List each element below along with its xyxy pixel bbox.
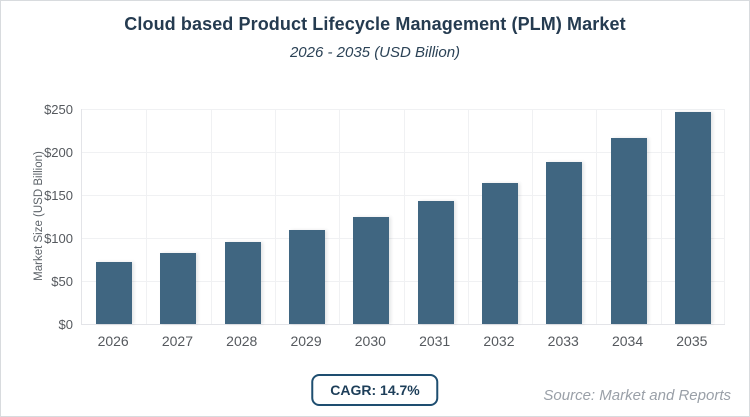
bar-2035 <box>674 111 711 324</box>
vertical-gridline <box>532 109 533 324</box>
vertical-gridline <box>468 109 469 324</box>
bar-2030 <box>353 216 390 324</box>
source-note: Source: Market and Reports <box>543 387 731 404</box>
bar-2032 <box>481 182 518 324</box>
bar-2029 <box>289 230 326 324</box>
x-tick-label: 2026 <box>97 333 129 349</box>
vertical-gridline <box>146 109 147 324</box>
x-tick-label: 2034 <box>611 333 644 349</box>
y-axis-tick-labels: $0 $50 $100 $150 $200 $250 <box>1 102 73 332</box>
y-tick-label: $250 <box>44 102 73 117</box>
y-tick-label: $50 <box>51 274 73 289</box>
bar-2026 <box>96 262 133 324</box>
chart-title: Cloud based Product Lifecycle Management… <box>124 14 626 34</box>
y-tick-label: $100 <box>44 231 73 246</box>
bar-2028 <box>224 242 261 324</box>
bar-2031 <box>417 201 454 324</box>
horizontal-gridline <box>82 195 725 196</box>
x-tick-label: 2030 <box>354 333 386 349</box>
y-tick-label: $150 <box>44 188 73 203</box>
chart-subtitle: 2026 - 2035 (USD Billion) <box>289 44 461 61</box>
x-tick-label: 2032 <box>483 333 515 349</box>
vertical-gridline <box>339 109 340 324</box>
vertical-gridline <box>211 109 212 324</box>
plot-area <box>81 109 725 325</box>
vertical-gridline <box>661 109 662 324</box>
bar-2033 <box>546 162 583 324</box>
x-axis-tick-labels: 2026 2027 2028 2029 2030 2031 2032 2033 2034 2035 <box>81 333 724 351</box>
y-tick-label: $200 <box>44 145 73 160</box>
x-tick-label: 2031 <box>419 333 451 349</box>
cagr-badge: CAGR: 14.7% <box>311 374 439 406</box>
vertical-gridline <box>404 109 405 324</box>
y-tick-label: $0 <box>58 317 73 332</box>
x-tick-label: 2035 <box>676 333 708 349</box>
x-tick-label: 2029 <box>290 333 322 349</box>
x-tick-label: 2027 <box>161 333 194 349</box>
bar-2034 <box>610 138 647 324</box>
x-tick-label: 2033 <box>547 333 579 349</box>
horizontal-gridline <box>82 109 725 110</box>
vertical-gridline <box>724 109 725 324</box>
vertical-gridline <box>596 109 597 324</box>
bar-2027 <box>160 252 197 324</box>
horizontal-gridline <box>82 238 725 239</box>
vertical-gridline <box>275 109 276 324</box>
horizontal-gridline <box>82 152 725 153</box>
horizontal-gridline <box>82 281 725 282</box>
x-tick-label: 2028 <box>226 333 258 349</box>
